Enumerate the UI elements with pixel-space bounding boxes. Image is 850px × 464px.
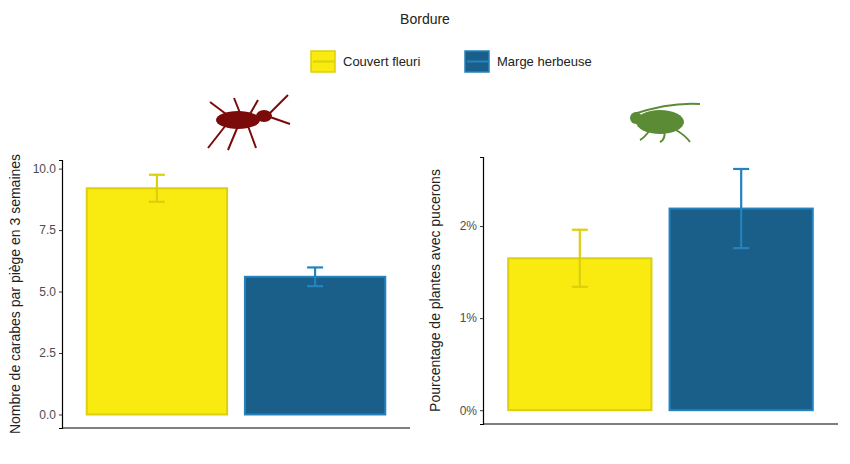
tick-mark [480, 318, 483, 319]
error-bar [733, 169, 749, 248]
icon [208, 95, 290, 150]
icon-head [256, 110, 272, 122]
legend-key-line [313, 61, 334, 63]
tick-label: 2.5 [39, 346, 56, 360]
tick: 7.5 [39, 223, 62, 237]
error-bar-cap [572, 286, 588, 288]
tick: 0% [460, 404, 483, 418]
legend-key-line [467, 61, 488, 63]
icon-leg [676, 130, 690, 142]
tick-mark [59, 169, 62, 170]
tick-label: 7.5 [39, 223, 56, 237]
icon-leg [248, 126, 256, 148]
panel: 0% 1% 2% Pourcentage de plantes avec pucero… [427, 104, 838, 425]
y-axis-title: Nombre de carabes par piège en 3 semaine… [7, 154, 23, 434]
icon-leg [640, 130, 650, 140]
legend: Bordure Couvert fleuri Marge herbeuse [311, 11, 592, 72]
error-bar [307, 267, 323, 286]
tick: 0.0 [39, 408, 62, 422]
error-bar-cap [733, 247, 749, 249]
tick-mark [480, 410, 483, 411]
icon-leg [234, 98, 240, 113]
bar [87, 188, 227, 414]
y-axis: 0.0 2.5 5.0 7.5 10.0 [33, 161, 63, 429]
legend-label: Couvert fleuri [343, 54, 420, 69]
icon-leg [660, 131, 665, 142]
figure: Bordure Couvert fleuri Marge herbeuse 0.0 2.… [0, 0, 850, 464]
tick-label: 10.0 [33, 162, 57, 176]
error-bar-stem [156, 175, 158, 202]
x-axis-line [62, 427, 410, 428]
tick-label: 2% [460, 219, 478, 233]
tick-label: 5.0 [39, 285, 56, 299]
marks [508, 169, 813, 410]
tick: 5.0 [39, 285, 62, 299]
tick-mark [59, 292, 62, 293]
y-axis: 0% 1% 2% [460, 158, 484, 425]
tick-label: 0% [460, 404, 478, 418]
marks [87, 175, 386, 415]
icon-leg [228, 126, 238, 150]
icon-leg [208, 125, 226, 148]
legend-label: Marge herbeuse [497, 54, 592, 69]
tick-mark [59, 353, 62, 354]
error-bar-stem [314, 267, 316, 286]
legend-entry: Marge herbeuse [465, 51, 592, 72]
tick: 10.0 [33, 162, 62, 176]
tick: 2% [460, 219, 483, 233]
tick: 1% [460, 311, 483, 325]
tick-mark [59, 230, 62, 231]
error-bar-cap [307, 266, 323, 268]
legend-key [465, 51, 489, 72]
legend-key [311, 51, 335, 72]
panel: 0.0 2.5 5.0 7.5 10.0 Nombre de carabes par pi… [7, 95, 410, 434]
y-axis-title: Pourcentage de plantes avec pucerons [427, 169, 443, 412]
bar [245, 277, 385, 415]
tick: 2.5 [39, 346, 62, 360]
icon [630, 104, 700, 142]
tick-label: 1% [460, 311, 478, 325]
x-axis-line [483, 423, 838, 424]
error-bar-cap [149, 201, 165, 203]
legend-entry: Couvert fleuri [311, 51, 420, 72]
tick-label: 0.0 [39, 408, 56, 422]
tick-mark [59, 414, 62, 415]
icon-leg [634, 104, 700, 114]
error-bar [149, 175, 165, 202]
icon-leg [210, 102, 226, 114]
icon-leg [250, 100, 258, 114]
icon-leg [270, 95, 288, 113]
tick-mark [480, 226, 483, 227]
error-bar-cap [149, 174, 165, 176]
error-bar-cap [733, 168, 749, 170]
error-bar [572, 230, 588, 287]
y-axis-line [480, 158, 484, 425]
error-bar-stem [579, 230, 581, 287]
error-bar-cap [307, 285, 323, 287]
y-axis-line [59, 161, 63, 429]
error-bar-cap [572, 229, 588, 231]
legend-title: Bordure [400, 11, 450, 27]
error-bar-stem [740, 169, 742, 248]
icon-leg [270, 117, 290, 124]
